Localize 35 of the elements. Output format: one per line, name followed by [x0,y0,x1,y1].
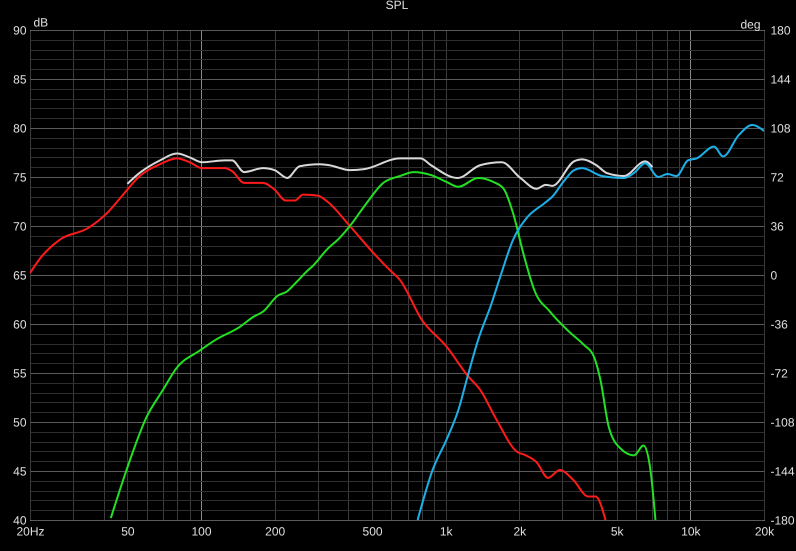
y-tick-label: 55 [13,366,27,380]
y-tick-label: 70 [13,220,27,234]
y-tick-label: 40 [13,514,27,528]
x-tick-label: 5k [610,524,625,538]
x-tick-label: 200 [265,524,286,538]
y-tick-label: 90 [13,24,27,38]
y2-tick-label: 108 [770,122,791,136]
y-tick-label: 75 [13,170,27,184]
y2-tick-label: -36 [770,318,788,332]
x-tick-label: 1k [440,524,454,538]
y-tick-label: 65 [13,268,27,282]
x-tick-label: 20k [754,524,776,538]
x-tick-label: 50 [121,524,135,538]
y2-tick-label: -144 [770,464,795,478]
y2-tick-label: -108 [770,416,795,430]
y-tick-label: 50 [13,416,27,430]
x-tick-label: 2k [513,524,528,538]
y2-tick-label: 36 [770,220,784,234]
chart-title: SPL [386,0,409,12]
y-tick-label: 80 [13,122,27,136]
y2-tick-label: -72 [770,366,788,380]
y2-tick-label: 144 [770,72,791,86]
x-tick-label: 20Hz [16,524,45,538]
y2-tick-label: 72 [770,170,784,184]
y-tick-label: 85 [13,72,27,86]
x-tick-label: 100 [192,524,212,538]
y2-tick-label: 180 [770,24,791,38]
y-axis-title: dB [34,16,48,30]
y2-axis-title: deg [740,18,760,32]
y2-tick-label: 0 [770,268,778,282]
y-tick-label: 60 [13,318,27,332]
x-tick-label: 10k [681,524,702,538]
y2-tick-label: -180 [770,514,795,528]
y-tick-label: 45 [13,464,27,478]
x-tick-label: 500 [362,524,383,538]
